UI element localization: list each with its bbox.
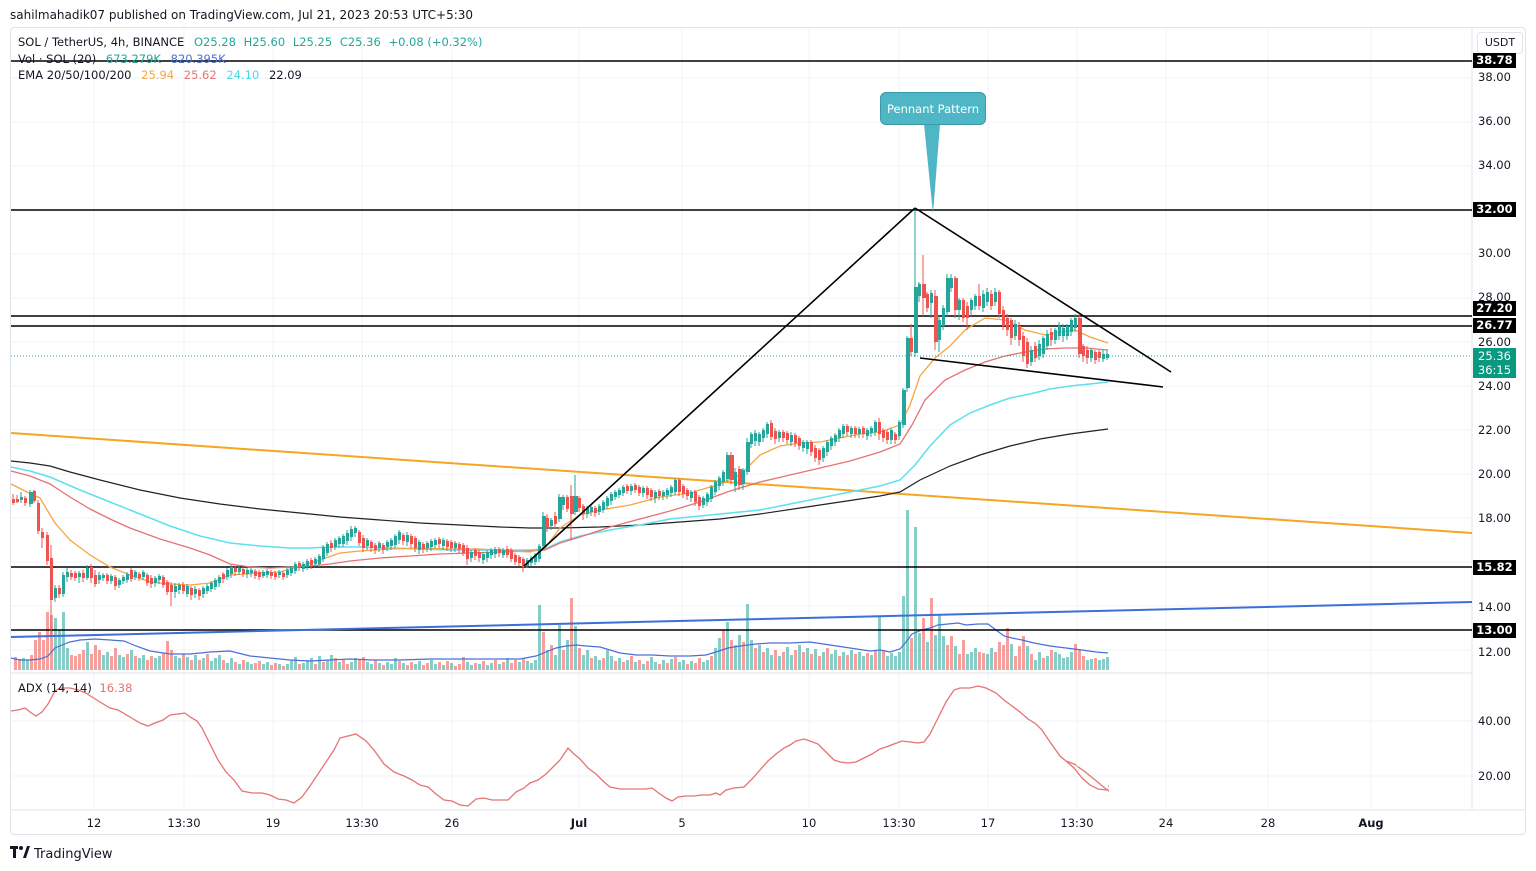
ema-legend[interactable]: EMA 20/50/100/200 25.94 25.62 24.10 22.0… xyxy=(18,68,308,82)
ema50-line xyxy=(10,347,1109,569)
ema20-value: 25.94 xyxy=(141,68,175,82)
pennant-pattern-callout[interactable]: Pennant Pattern xyxy=(880,92,986,125)
time-tick: 28 xyxy=(1260,816,1276,830)
adx-tick: 40.00 xyxy=(1478,714,1511,728)
level-label-27-20: 27.20 xyxy=(1473,301,1516,316)
price-tick: 28.00 xyxy=(1478,290,1511,304)
level-label-13-00: 13.00 xyxy=(1473,623,1516,638)
price-tick: 26.00 xyxy=(1478,335,1511,349)
last-price-label: 25.36 36:15 xyxy=(1473,348,1516,378)
tradingview-logo[interactable]: TradingView xyxy=(10,846,113,862)
volume-value: 673.279K xyxy=(105,52,161,66)
tradingview-brand: TradingView xyxy=(34,846,113,862)
currency-button[interactable]: USDT xyxy=(1477,32,1523,54)
time-tick: 17 xyxy=(980,816,996,830)
chart-frame xyxy=(10,27,1526,835)
ohlc-low: L25.25 xyxy=(292,35,333,49)
publisher-line: sahilmahadik07 published on TradingView.… xyxy=(10,8,474,22)
volume-bars xyxy=(14,510,1109,670)
ema100-line xyxy=(10,381,1109,551)
blue-trendline xyxy=(10,601,1473,638)
price-tick: 34.00 xyxy=(1478,158,1511,172)
adx-label: ADX (14, 14) xyxy=(18,681,92,695)
level-label-38-78: 38.78 xyxy=(1473,53,1516,68)
time-tick: 26 xyxy=(444,816,460,830)
level-label-26-77: 26.77 xyxy=(1473,318,1516,333)
time-tick: 13:30 xyxy=(882,816,916,830)
price-tick: 14.00 xyxy=(1478,600,1511,614)
level-label-15-82: 15.82 xyxy=(1473,560,1516,575)
callout-pointer xyxy=(924,124,940,214)
time-tick: 12 xyxy=(86,816,102,830)
price-tick: 36.00 xyxy=(1478,114,1511,128)
price-tick: 24.00 xyxy=(1478,379,1511,393)
time-tick-month: Jul xyxy=(570,816,588,830)
symbol-name: SOL / TetherUS, 4h, BINANCE xyxy=(18,35,185,49)
price-tick: 30.00 xyxy=(1478,246,1511,260)
tradingview-logo-icon xyxy=(10,846,30,862)
bar-countdown: 36:15 xyxy=(1477,363,1512,377)
symbol-legend[interactable]: SOL / TetherUS, 4h, BINANCE O25.28 H25.6… xyxy=(18,35,488,49)
time-tick: 10 xyxy=(801,816,817,830)
adx-tick: 20.00 xyxy=(1478,769,1511,783)
pennant-drawings xyxy=(523,207,1172,567)
ema20-line xyxy=(10,317,1109,586)
time-tick: 13:30 xyxy=(167,816,201,830)
ohlc-high: H25.60 xyxy=(243,35,286,49)
time-tick: 5 xyxy=(678,816,686,830)
price-tick: 22.00 xyxy=(1478,423,1511,437)
ohlc-open: O25.28 xyxy=(193,35,236,49)
volume-ma-line xyxy=(10,622,1109,662)
ohlc-close: C25.36 xyxy=(339,35,381,49)
volume-legend[interactable]: Vol · SOL (20) 673.279K 820.395K xyxy=(18,52,232,66)
price-tick: 20.00 xyxy=(1478,467,1511,481)
ema200-value: 22.09 xyxy=(268,68,302,82)
ema50-value: 25.62 xyxy=(183,68,217,82)
price-tick: 12.00 xyxy=(1478,645,1511,659)
adx-legend[interactable]: ADX (14, 14) 16.38 xyxy=(18,681,132,695)
grid xyxy=(11,28,1472,810)
ema-label: EMA 20/50/100/200 xyxy=(18,68,132,82)
level-label-32-00: 32.00 xyxy=(1473,202,1516,217)
time-tick: 24 xyxy=(1158,816,1174,830)
time-tick: 19 xyxy=(265,816,281,830)
candles xyxy=(12,210,1109,635)
ohlc-change: +0.08 (+0.32%) xyxy=(388,35,483,49)
time-tick-month: Aug xyxy=(1358,816,1384,830)
time-tick: 13:30 xyxy=(1060,816,1094,830)
price-tick: 18.00 xyxy=(1478,511,1511,525)
last-price-value: 25.36 xyxy=(1478,349,1511,363)
adx-line xyxy=(10,685,1175,807)
time-tick: 13:30 xyxy=(345,816,379,830)
horizontal-levels xyxy=(11,60,1472,631)
volume-ma-value: 820.395K xyxy=(170,52,226,66)
price-tick: 38.00 xyxy=(1478,70,1511,84)
ema100-value: 24.10 xyxy=(226,68,260,82)
volume-label: Vol · SOL (20) xyxy=(18,52,97,66)
adx-value: 16.38 xyxy=(99,681,133,695)
